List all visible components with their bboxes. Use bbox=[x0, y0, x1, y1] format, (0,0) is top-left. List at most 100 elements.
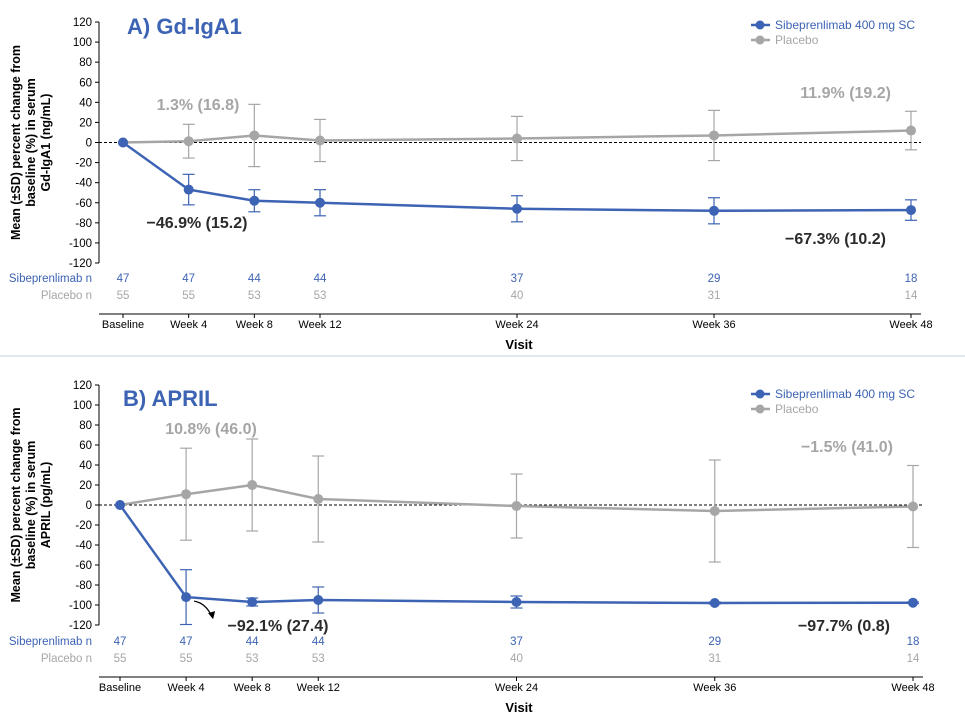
chart-panel-april: 120 100 80 60 40 20 0 -20 -40 -60 -80 -100 -120 Basel… bbox=[9, 380, 935, 715]
n-value-sibeprenlimab: 29 bbox=[708, 273, 721, 285]
n-value-sibeprenlimab: 44 bbox=[248, 273, 261, 285]
value-annotation: −92.1% (27.4) bbox=[228, 618, 329, 635]
annotation-arrowhead bbox=[208, 611, 216, 620]
legend-label-placebo: Placebo bbox=[775, 402, 819, 416]
data-point-sibeprenlimab bbox=[181, 592, 192, 603]
n-value-placebo: 53 bbox=[314, 290, 327, 302]
y-tick-label: -100 bbox=[69, 238, 92, 250]
legend-label-sibeprenlimab: Sibeprenlimab 400 mg SC bbox=[775, 387, 915, 401]
data-point-placebo bbox=[512, 133, 522, 144]
data-point-sibeprenlimab bbox=[906, 205, 916, 216]
y-axis-label: Mean (±SD) percent change frombaseline (… bbox=[9, 45, 53, 240]
n-value-placebo: 53 bbox=[248, 290, 261, 302]
legend-marker-placebo bbox=[755, 404, 765, 414]
chart-title: A) Gd-IgA1 bbox=[127, 14, 242, 39]
y-tick-label: 20 bbox=[79, 117, 92, 129]
data-point-placebo bbox=[511, 501, 522, 511]
n-value-placebo: 14 bbox=[905, 290, 918, 302]
y-tick-label: 40 bbox=[79, 460, 92, 472]
n-row-label-sibeprenlimab: Sibeprenlimab n bbox=[9, 273, 92, 285]
data-point-sibeprenlimab bbox=[315, 197, 325, 208]
y-axis-label: Mean (±SD) percent change frombaseline (… bbox=[9, 407, 53, 602]
chart-panel-gd-iga1: 120 100 80 60 40 20 0 -20 -40 -60 -80 -100 -120 Basel… bbox=[9, 14, 933, 352]
x-tick-label: Week 4 bbox=[170, 319, 207, 331]
data-point-sibeprenlimab bbox=[115, 500, 125, 510]
annotation-arrow bbox=[193, 600, 213, 618]
y-axis-label-line: baseline (%) in serum bbox=[24, 78, 38, 207]
chart-title: B) APRIL bbox=[123, 386, 218, 411]
n-row-label-placebo: Placebo n bbox=[41, 290, 92, 302]
y-tick-label: 20 bbox=[79, 480, 92, 492]
y-tick-label: -40 bbox=[75, 540, 92, 552]
y-tick-label: 120 bbox=[73, 17, 92, 29]
data-point-placebo bbox=[247, 480, 258, 490]
data-point-placebo bbox=[313, 494, 324, 504]
data-point-sibeprenlimab bbox=[709, 598, 720, 608]
y-tick-label: -80 bbox=[75, 218, 92, 230]
y-tick-label: 60 bbox=[79, 440, 92, 452]
y-tick-label: -80 bbox=[75, 580, 92, 592]
x-axis-label: Visit bbox=[505, 700, 533, 715]
x-tick-label: Baseline bbox=[102, 319, 144, 331]
y-tick-label: 0 bbox=[86, 138, 92, 150]
value-annotation: 1.3% (16.8) bbox=[157, 97, 240, 114]
data-point-sibeprenlimab bbox=[313, 595, 324, 605]
y-tick-label: 80 bbox=[79, 420, 92, 432]
data-point-placebo bbox=[249, 130, 260, 141]
data-point-placebo bbox=[908, 501, 918, 512]
n-value-placebo: 55 bbox=[117, 290, 130, 302]
n-row-label-placebo: Placebo n bbox=[41, 653, 92, 665]
n-value-placebo: 55 bbox=[180, 653, 193, 665]
n-value-sibeprenlimab: 47 bbox=[182, 273, 195, 285]
y-tick-label: 40 bbox=[79, 97, 92, 109]
y-tick-label: 100 bbox=[73, 400, 92, 412]
x-tick-label: Week 4 bbox=[168, 682, 205, 694]
legend-marker-sibeprenlimab bbox=[755, 20, 765, 30]
data-point-sibeprenlimab bbox=[247, 597, 258, 607]
value-annotation: 10.8% (46.0) bbox=[165, 421, 257, 438]
data-point-placebo bbox=[709, 130, 719, 141]
n-value-sibeprenlimab: 47 bbox=[114, 636, 127, 648]
value-annotation: −97.7% (0.8) bbox=[798, 618, 890, 635]
x-tick-label: Week 36 bbox=[692, 319, 735, 331]
value-annotation: −67.3% (10.2) bbox=[785, 231, 886, 248]
data-point-sibeprenlimab bbox=[249, 195, 260, 206]
x-axis-label: Visit bbox=[505, 337, 533, 352]
y-tick-label: -60 bbox=[75, 560, 92, 572]
n-value-sibeprenlimab: 18 bbox=[907, 636, 920, 648]
x-tick-label: Week 36 bbox=[693, 682, 736, 694]
x-tick-label: Week 12 bbox=[298, 319, 341, 331]
legend-label-sibeprenlimab: Sibeprenlimab 400 mg SC bbox=[775, 18, 915, 32]
legend-marker-placebo bbox=[755, 35, 765, 45]
y-tick-label: 120 bbox=[73, 380, 92, 392]
data-point-placebo bbox=[906, 125, 916, 136]
n-value-sibeprenlimab: 18 bbox=[905, 273, 918, 285]
legend-marker-sibeprenlimab bbox=[755, 389, 765, 399]
n-value-placebo: 55 bbox=[182, 290, 195, 302]
n-row-label-sibeprenlimab: Sibeprenlimab n bbox=[9, 636, 92, 648]
y-tick-label: 100 bbox=[73, 37, 92, 49]
data-point-sibeprenlimab bbox=[908, 597, 918, 608]
x-tick-label: Baseline bbox=[99, 682, 141, 694]
n-value-placebo: 53 bbox=[246, 653, 259, 665]
n-value-placebo: 31 bbox=[708, 653, 721, 665]
data-point-placebo bbox=[315, 135, 325, 146]
x-tick-label: Week 24 bbox=[495, 319, 538, 331]
n-value-sibeprenlimab: 47 bbox=[180, 636, 193, 648]
n-value-placebo: 40 bbox=[510, 653, 523, 665]
x-tick-label: Week 8 bbox=[234, 682, 271, 694]
data-point-sibeprenlimab bbox=[709, 205, 719, 216]
y-tick-label: 60 bbox=[79, 77, 92, 89]
y-axis-label-line: Mean (±SD) percent change from bbox=[9, 45, 23, 240]
data-point-sibeprenlimab bbox=[183, 184, 194, 195]
data-point-placebo bbox=[181, 489, 192, 500]
y-tick-label: -40 bbox=[75, 178, 92, 190]
n-value-placebo: 31 bbox=[708, 290, 721, 302]
n-value-placebo: 40 bbox=[511, 290, 524, 302]
y-axis-label-line: baseline (%) in serum bbox=[24, 441, 38, 570]
n-value-placebo: 55 bbox=[114, 653, 127, 665]
x-tick-label: Week 48 bbox=[889, 319, 932, 331]
x-tick-label: Week 8 bbox=[236, 319, 273, 331]
value-annotation: −1.5% (41.0) bbox=[801, 439, 893, 456]
